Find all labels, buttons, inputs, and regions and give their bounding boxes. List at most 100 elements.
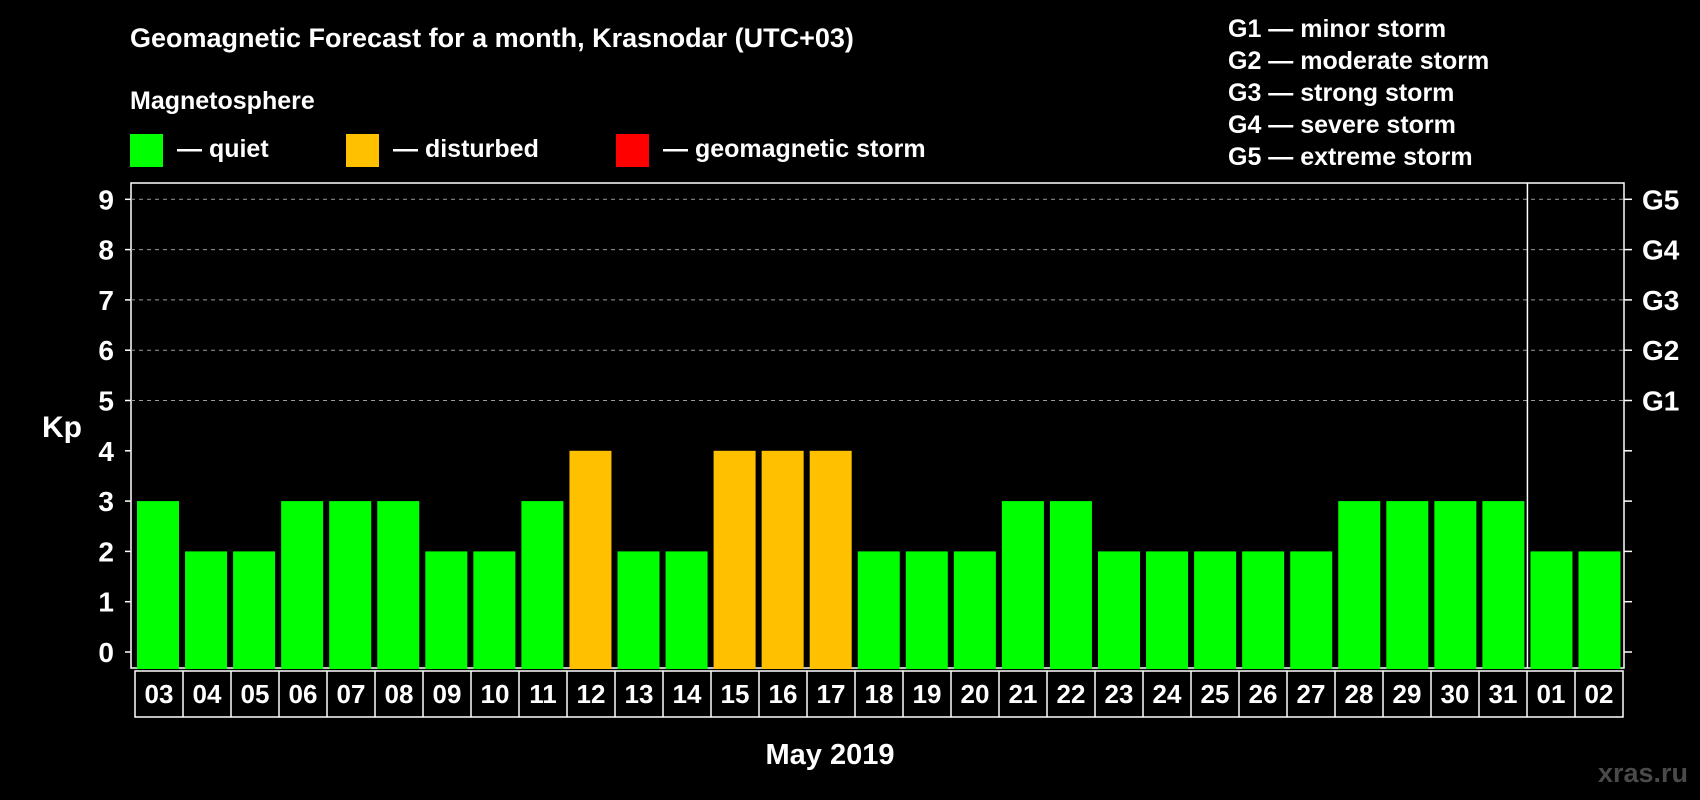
- bar-26: [1242, 551, 1285, 669]
- x-tick-label: 05: [241, 679, 270, 709]
- storm-scale-g4: G4 — severe storm: [1228, 111, 1456, 139]
- x-tick-label: 08: [385, 679, 414, 709]
- x-tick-label: 30: [1441, 679, 1470, 709]
- right-tick-label: G4: [1642, 235, 1680, 266]
- bar-23: [1098, 551, 1140, 669]
- bar-29: [1386, 501, 1429, 669]
- legend-swatch-storm: [616, 134, 649, 167]
- bar-15: [713, 450, 756, 669]
- bar-14: [665, 551, 708, 669]
- y-tick-label: 6: [98, 335, 114, 366]
- x-tick-label: 13: [625, 679, 654, 709]
- storm-scale-g2: G2 — moderate storm: [1228, 47, 1489, 75]
- x-tick-label: 12: [577, 679, 606, 709]
- bar-08: [377, 501, 420, 669]
- x-tick-label: 01: [1537, 679, 1566, 709]
- bar-24: [1146, 551, 1189, 669]
- bar-31: [1482, 501, 1525, 669]
- bar-25: [1194, 551, 1237, 669]
- x-tick-label: 26: [1249, 679, 1278, 709]
- legend-label-storm: — geomagnetic storm: [663, 135, 926, 163]
- x-tick-label: 20: [961, 679, 990, 709]
- x-tick-label: 04: [193, 679, 222, 709]
- legend-label-quiet: — quiet: [177, 135, 269, 163]
- x-tick-label: 14: [673, 679, 702, 709]
- y-tick-label: 2: [98, 536, 114, 567]
- x-axis-label: May 2019: [766, 739, 895, 771]
- bar-11: [521, 501, 564, 669]
- bar-01: [1530, 551, 1573, 669]
- legend-label-disturbed: — disturbed: [393, 135, 539, 163]
- legend-swatch-disturbed: [346, 134, 379, 167]
- x-tick-label: 18: [865, 679, 894, 709]
- x-tick-label: 27: [1297, 679, 1326, 709]
- x-tick-label: 31: [1489, 679, 1518, 709]
- bar-06: [281, 501, 324, 669]
- y-tick-label: 3: [98, 486, 114, 517]
- grid-lines: [131, 198, 1624, 401]
- x-tick-label: 17: [817, 679, 846, 709]
- x-tick-label: 29: [1393, 679, 1422, 709]
- right-tick-label: G5: [1642, 184, 1679, 215]
- bar-09: [425, 551, 468, 669]
- x-tick-label: 24: [1153, 679, 1182, 709]
- right-tick-label: G1: [1642, 386, 1679, 417]
- bar-10: [473, 551, 516, 669]
- storm-scale-g1: G1 — minor storm: [1228, 15, 1446, 43]
- x-tick-label: 21: [1009, 679, 1038, 709]
- x-tick-label: 25: [1201, 679, 1230, 709]
- x-axis-labels: 03 04 05 06 07 08 09 10 11 12 13 14 15 16 17 18 19 20 21 22…: [134, 670, 1624, 718]
- x-tick-label: 19: [913, 679, 942, 709]
- bar-07: [329, 501, 372, 669]
- x-tick-label: 03: [145, 679, 174, 709]
- y-tick-label: 9: [98, 184, 114, 215]
- x-tick-label: 02: [1585, 679, 1614, 709]
- x-tick-label: 07: [337, 679, 366, 709]
- storm-scale-g3: G3 — strong storm: [1228, 79, 1454, 107]
- bar-02: [1578, 551, 1621, 669]
- bar-22: [1049, 501, 1092, 669]
- bar-19: [905, 551, 948, 669]
- storm-scale-g5: G5 — extreme storm: [1228, 143, 1473, 171]
- bar-16: [761, 450, 804, 669]
- bar-12: [569, 450, 612, 669]
- x-tick-label: 22: [1057, 679, 1086, 709]
- watermark: xras.ru: [1598, 758, 1688, 788]
- bar-04: [185, 551, 228, 669]
- right-tick-label: G2: [1642, 335, 1679, 366]
- x-tick-label: 16: [769, 679, 798, 709]
- x-tick-label: 06: [289, 679, 318, 709]
- bar-05: [233, 551, 276, 669]
- x-tick-label: 28: [1345, 679, 1374, 709]
- y-tick-label: 1: [98, 587, 114, 618]
- x-tick-label: 23: [1105, 679, 1134, 709]
- y-tick-label: 8: [98, 235, 114, 266]
- bar-27: [1290, 551, 1333, 669]
- y-tick-label: 5: [98, 386, 114, 417]
- bar-17: [809, 450, 852, 669]
- x-tick-label: 09: [433, 679, 462, 709]
- x-tick-label: 15: [721, 679, 750, 709]
- y-axis: 0 1 2 3 4 5 6 7 8 9: [98, 184, 131, 668]
- bar-21: [1001, 501, 1044, 669]
- y-tick-label: 0: [98, 637, 114, 668]
- bar-18: [857, 551, 900, 669]
- y-axis-label: Kp: [42, 411, 82, 444]
- bar-13: [617, 551, 660, 669]
- y-tick-label: 7: [98, 285, 114, 316]
- right-axis: G1 G2 G3 G4 G5: [1624, 184, 1680, 653]
- right-tick-label: G3: [1642, 285, 1679, 316]
- bar-28: [1338, 501, 1381, 669]
- x-label-box: [134, 670, 1624, 718]
- y-tick-label: 4: [98, 436, 114, 467]
- legend-swatch-quiet: [130, 134, 163, 167]
- chart-title: Geomagnetic Forecast for a month, Krasno…: [130, 23, 854, 53]
- x-tick-label: 11: [529, 679, 557, 709]
- bar-20: [953, 551, 996, 669]
- x-tick-label: 10: [481, 679, 510, 709]
- bars: [137, 183, 1621, 669]
- bar-30: [1434, 501, 1477, 669]
- legend-title: Magnetosphere: [130, 87, 315, 115]
- bar-03: [137, 501, 179, 669]
